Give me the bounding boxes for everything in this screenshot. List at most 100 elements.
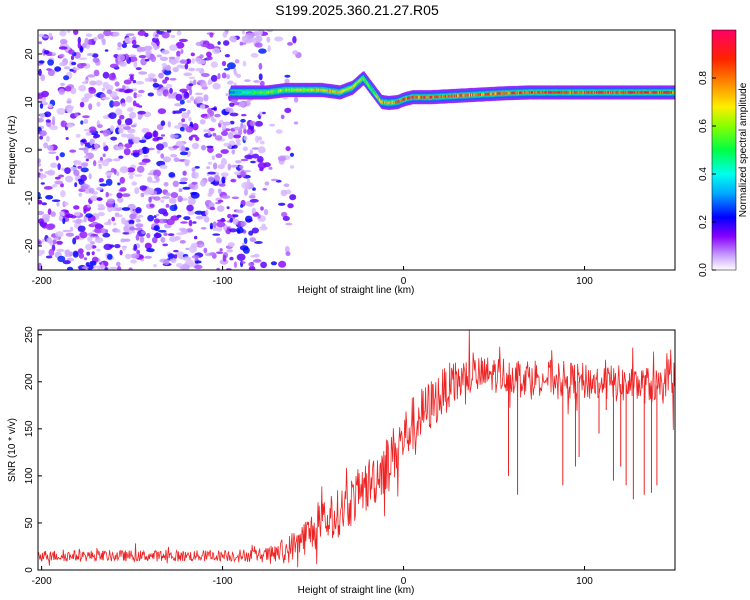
spectrogram-noise-mark [280, 189, 288, 197]
spectrogram-noise-mark [42, 213, 50, 221]
spectrogram-noise-mark [248, 195, 256, 199]
spectrogram-noise-mark [246, 129, 252, 135]
spectrogram-noise-mark [141, 158, 151, 163]
spectrogram-noise-mark [162, 211, 169, 217]
spectrogram-noise-mark [87, 39, 96, 45]
spectrogram-noise-mark [69, 226, 74, 232]
snr-x-tick-label: 100 [576, 576, 593, 587]
spectrogram-noise-mark [217, 219, 226, 223]
spectrogram-noise-mark [129, 213, 137, 220]
spectrogram-noise-mark [181, 118, 186, 123]
spectrogram-noise-mark [153, 264, 157, 268]
spectrogram-noise-mark [83, 215, 87, 223]
spectrogram-noise-mark [80, 62, 87, 67]
spectrogram-noise-mark [153, 215, 157, 219]
spectrogram-noise-mark [221, 130, 228, 136]
spectrogram-noise-mark [122, 245, 127, 251]
spectrogram-noise-mark [216, 221, 226, 228]
spectrogram-noise-mark [200, 81, 207, 88]
spectrogram-noise-mark [147, 172, 154, 176]
spectrogram-noise-mark [147, 92, 154, 97]
spectrogram-noise-mark [77, 248, 84, 254]
spectrogram-noise-mark [125, 95, 133, 103]
spectrogram-noise-mark [203, 216, 210, 223]
spectrogram-noise-mark [215, 153, 223, 158]
spectrogram-noise-mark [217, 41, 221, 45]
spectrogram-noise-mark [103, 222, 110, 226]
spectrogram-noise-mark [167, 121, 171, 128]
spectrogram-noise-mark [79, 101, 85, 108]
spectrogram-noise-mark [132, 149, 141, 153]
spectrogram-noise-mark [212, 233, 221, 236]
spectrogram-noise-mark [137, 110, 146, 115]
spectrogram-noise-mark [123, 148, 131, 156]
spectrogram-noise-mark [249, 198, 259, 203]
spectrogram-noise-mark [268, 166, 273, 170]
spectrogram-noise-mark [77, 165, 83, 169]
spectrogram-noise-mark [84, 155, 89, 159]
spectrogram-noise-mark [128, 229, 132, 235]
spectrogram-noise-mark [46, 237, 53, 244]
spectrogram-noise-mark [162, 243, 169, 247]
spectrogram-noise-mark [211, 107, 217, 111]
spectrogram-noise-mark [110, 136, 118, 141]
spectrogram-noise-mark [53, 237, 60, 241]
spectrogram-noise-mark [161, 196, 171, 199]
spectrogram-noise-mark [116, 47, 122, 51]
spectrogram-noise-mark [175, 41, 185, 49]
spectrogram-noise-mark [180, 145, 186, 153]
spectrogram-noise-mark [139, 139, 147, 143]
spectrogram-noise-mark [208, 202, 215, 207]
spectrogram-noise-mark [123, 225, 131, 233]
spectrogram-noise-mark [190, 96, 195, 101]
spectrogram-noise-mark [285, 146, 291, 152]
snr-x-tick-label: -200 [32, 576, 52, 587]
spectrogram-noise-mark [40, 74, 46, 82]
spectrogram-noise-mark [179, 126, 185, 132]
spectrogram-noise-mark [260, 206, 264, 211]
spectrogram-noise-mark [118, 88, 126, 93]
spectrogram-noise-mark [121, 207, 131, 211]
spectrogram-y-label: Frequency (Hz) [7, 116, 18, 185]
spectrogram-noise-mark [103, 243, 113, 251]
spectrogram-noise-mark [62, 260, 71, 265]
spectrogram-noise-mark [133, 244, 138, 251]
spectrogram-noise-mark [84, 93, 93, 99]
spectrogram-noise-mark [119, 187, 127, 192]
spectrogram-noise-mark [65, 137, 69, 140]
spectrogram-noise-mark [254, 241, 263, 244]
spectrogram-noise-mark [172, 145, 180, 149]
spectrogram-noise-mark [199, 54, 204, 59]
spectrogram-noise-mark [136, 46, 143, 53]
spectrogram-noise-mark [233, 134, 241, 139]
spectrogram-noise-mark [191, 242, 198, 248]
spectrogram-noise-mark [157, 108, 167, 115]
spectrogram-noise-mark [138, 55, 147, 59]
spectrogram-noise-mark [160, 236, 166, 243]
snr-y-ticks: 0 50 100 150 200 250 [24, 326, 42, 573]
spectrogram-noise-mark [255, 135, 260, 143]
colorbar-ticks: 0.0 0.2 0.4 0.6 0.8 [698, 71, 716, 277]
spectrogram-noise-mark [98, 163, 102, 167]
spectrogram-noise-mark [83, 118, 89, 124]
spectrogram-noise-mark [258, 73, 263, 81]
snr-y-tick-label: 100 [24, 467, 35, 484]
spectrogram-noise-mark [128, 174, 134, 180]
spectrogram-noise-mark [143, 45, 153, 51]
spectrogram-noise-mark [229, 112, 239, 117]
spectrogram-noise-mark [195, 136, 200, 141]
spectrogram-noise-mark [78, 192, 83, 197]
spectrogram-noise-mark [38, 199, 43, 205]
spectrogram-noise-mark [116, 54, 126, 62]
spectrogram-noise-mark [126, 133, 135, 140]
spectrogram-noise-mark [77, 225, 86, 232]
spectrogram-noise-mark [91, 251, 95, 256]
spectrogram-noise-mark [71, 61, 77, 66]
spectrogram-noise-mark [56, 240, 63, 245]
spectrogram-noise-mark [86, 52, 94, 57]
spectrogram-noise-mark [166, 93, 175, 97]
spectrogram-noise-mark [69, 68, 74, 72]
spectrogram-noise-mark [43, 186, 53, 190]
spectrogram-noise-mark [112, 101, 121, 107]
spectrogram-noise-mark [163, 69, 172, 76]
